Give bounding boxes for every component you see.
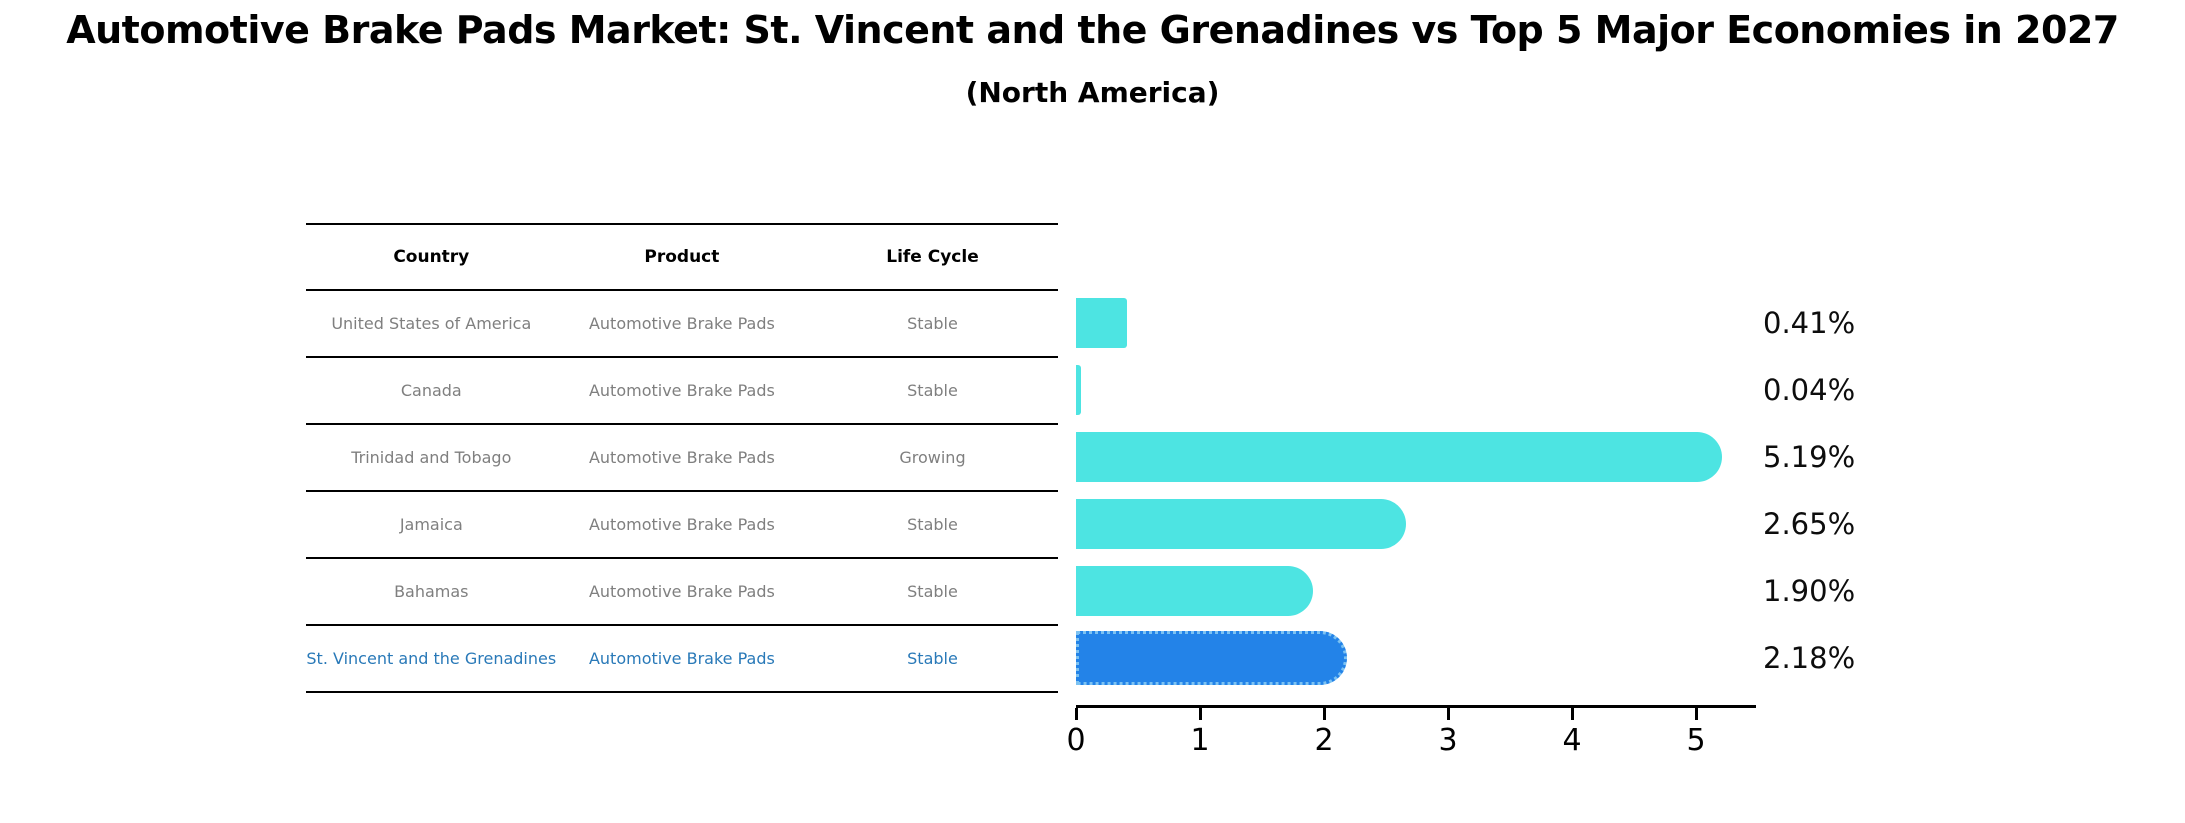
table-row-highlighted: St. Vincent and the Grenadines Automotiv…: [306, 626, 1058, 693]
tick-label: 1: [1190, 723, 1210, 758]
tick-label: 0: [1066, 723, 1086, 758]
table-row: Bahamas Automotive Brake Pads Stable: [306, 559, 1058, 626]
cell-product: Automotive Brake Pads: [588, 314, 775, 333]
cell-life-cycle: Stable: [907, 515, 958, 534]
table-row: Trinidad and Tobago Automotive Brake Pad…: [306, 425, 1058, 492]
cell-product: Automotive Brake Pads: [588, 649, 775, 668]
plot-area: 0.41% 0.04% 5.19% 2.65% 1.90% 2.18%: [1066, 223, 2176, 783]
value-label: 0.04%: [1763, 372, 1856, 407]
tick-label: 4: [1562, 723, 1582, 758]
bar: [1076, 297, 1128, 348]
chart-subtitle: (North America): [965, 76, 1220, 109]
value-label: 1.90%: [1763, 573, 1856, 608]
bar: [1076, 364, 1081, 415]
cell-country: United States of America: [331, 314, 532, 333]
header-cell-life-cycle: Life Cycle: [886, 247, 979, 267]
cell-life-cycle: Stable: [907, 649, 958, 668]
tick-mark: [1447, 708, 1450, 720]
tick-label: 3: [1438, 723, 1458, 758]
table-row: Jamaica Automotive Brake Pads Stable: [306, 492, 1058, 559]
value-label: 0.41%: [1763, 305, 1856, 340]
tick-mark: [1075, 708, 1078, 720]
bar-highlighted: [1076, 630, 1348, 685]
cell-life-cycle: Stable: [907, 381, 958, 400]
bar: [1076, 565, 1313, 616]
header-cell-product: Product: [644, 247, 720, 267]
bar-row: 1.90%: [1076, 557, 2176, 624]
cell-country: Canada: [400, 381, 462, 400]
cell-product: Automotive Brake Pads: [588, 448, 775, 467]
info-table: Country Product Life Cycle United States…: [306, 223, 1058, 693]
cell-country: Bahamas: [394, 582, 469, 601]
tick-mark: [1199, 708, 1202, 720]
x-axis: 0 1 2 3 4 5: [1066, 705, 1756, 765]
cell-product: Automotive Brake Pads: [588, 582, 775, 601]
table-header-row: Country Product Life Cycle: [306, 225, 1058, 291]
bar-row: 0.04%: [1076, 356, 2176, 423]
cell-country: St. Vincent and the Grenadines: [306, 649, 557, 668]
cell-product: Automotive Brake Pads: [588, 515, 775, 534]
tick-label: 2: [1314, 723, 1334, 758]
bar-row: 2.18%: [1076, 624, 2176, 691]
tick-mark: [1323, 708, 1326, 720]
chart-title: Automotive Brake Pads Market: St. Vincen…: [66, 8, 2119, 52]
bar-row: 5.19%: [1076, 423, 2176, 490]
bar: [1076, 431, 1723, 482]
bars: 0.41% 0.04% 5.19% 2.65% 1.90% 2.18%: [1076, 289, 2176, 691]
value-label: 5.19%: [1763, 439, 1856, 474]
value-label: 2.18%: [1763, 640, 1856, 675]
bar: [1076, 498, 1406, 549]
bar-row: 2.65%: [1076, 490, 2176, 557]
cell-life-cycle: Growing: [899, 448, 966, 467]
tick-mark: [1695, 708, 1698, 720]
cell-product: Automotive Brake Pads: [588, 381, 775, 400]
cell-country: Trinidad and Tobago: [351, 448, 512, 467]
tick-mark: [1571, 708, 1574, 720]
header-cell-country: Country: [393, 247, 470, 267]
cell-life-cycle: Stable: [907, 314, 958, 333]
table-row: United States of America Automotive Brak…: [306, 291, 1058, 358]
bar-row: 0.41%: [1076, 289, 2176, 356]
cell-life-cycle: Stable: [907, 582, 958, 601]
value-label: 2.65%: [1763, 506, 1856, 541]
tick-label: 5: [1686, 723, 1706, 758]
cell-country: Jamaica: [399, 515, 463, 534]
table-row: Canada Automotive Brake Pads Stable: [306, 358, 1058, 425]
x-axis-line: [1076, 705, 1756, 708]
